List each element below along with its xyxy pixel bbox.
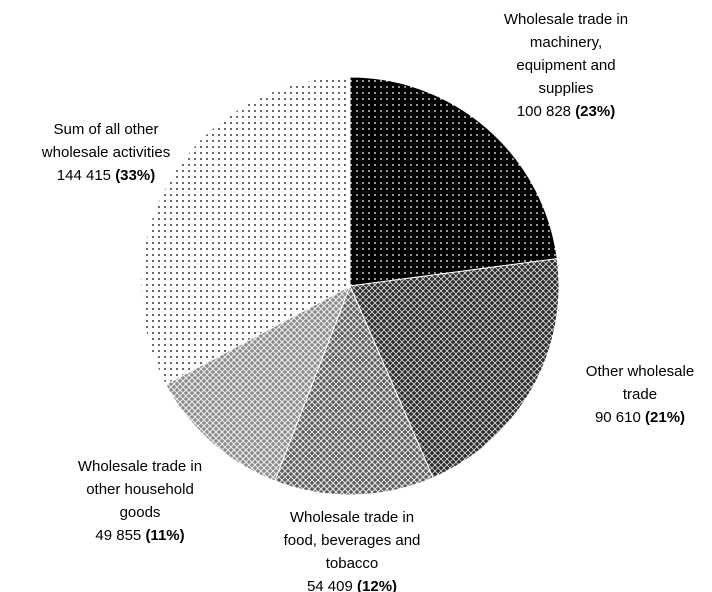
category-label: Other wholesale trade (585, 363, 695, 403)
percent-label: (33%) (115, 167, 156, 184)
value-label: 100 828 (516, 103, 572, 120)
pie-slice (140, 76, 351, 386)
category-label: Wholesale trade in other household goods (77, 458, 203, 521)
slice-label: Wholesale trade in machinery, equipment … (446, 8, 686, 123)
slice-label: Sum of all other wholesale activities 144… (0, 118, 226, 187)
category-label: Sum of all other wholesale activities (41, 121, 171, 161)
value-label: 54 409 (306, 578, 353, 592)
value-label: 49 855 (95, 527, 142, 544)
slice-label: Wholesale trade in other household goods… (20, 455, 260, 547)
pie-slice (165, 284, 351, 482)
percent-label: (21%) (645, 409, 686, 426)
slice-label: Wholesale trade in food, beverages and t… (232, 506, 472, 592)
pie-slice (274, 284, 434, 496)
percent-label: (12%) (357, 578, 398, 592)
percent-label: (23%) (575, 103, 616, 120)
value-label: 90 610 (594, 409, 641, 426)
pie-slice (349, 76, 558, 287)
value-label: 144 415 (56, 167, 112, 184)
category-label: Wholesale trade in food, beverages and t… (283, 509, 421, 572)
pie-slice (349, 258, 560, 479)
slice-label: Other wholesale trade 90 610 (21%) (520, 360, 712, 429)
category-label: Wholesale trade in machinery, equipment … (503, 11, 629, 97)
percent-label: (11%) (145, 527, 185, 544)
